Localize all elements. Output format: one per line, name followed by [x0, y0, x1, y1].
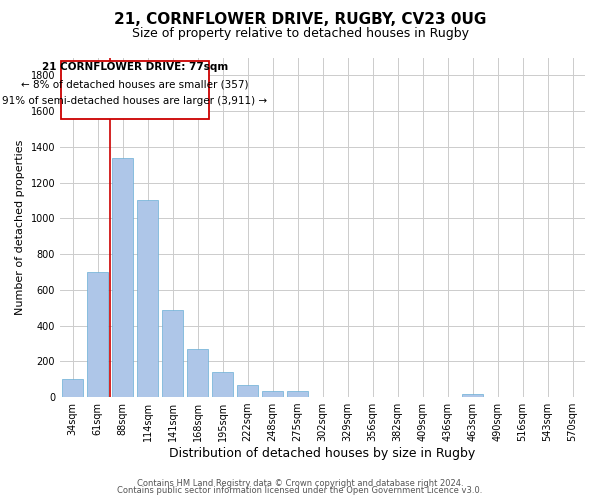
- Text: 91% of semi-detached houses are larger (3,911) →: 91% of semi-detached houses are larger (…: [2, 96, 267, 106]
- Bar: [62, 379, 83, 397]
- Bar: [462, 394, 483, 397]
- Text: Size of property relative to detached houses in Rugby: Size of property relative to detached ho…: [131, 28, 469, 40]
- Bar: [87, 272, 108, 397]
- Bar: [237, 384, 258, 397]
- Text: ← 8% of detached houses are smaller (357): ← 8% of detached houses are smaller (357…: [21, 79, 248, 89]
- Bar: [187, 349, 208, 397]
- Bar: [162, 310, 183, 397]
- Text: 21 CORNFLOWER DRIVE: 77sqm: 21 CORNFLOWER DRIVE: 77sqm: [41, 62, 228, 72]
- Text: Contains HM Land Registry data © Crown copyright and database right 2024.: Contains HM Land Registry data © Crown c…: [137, 478, 463, 488]
- X-axis label: Distribution of detached houses by size in Rugby: Distribution of detached houses by size …: [169, 447, 476, 460]
- Text: Contains public sector information licensed under the Open Government Licence v3: Contains public sector information licen…: [118, 486, 482, 495]
- Bar: [112, 158, 133, 397]
- Bar: [287, 391, 308, 397]
- Text: 21, CORNFLOWER DRIVE, RUGBY, CV23 0UG: 21, CORNFLOWER DRIVE, RUGBY, CV23 0UG: [114, 12, 486, 28]
- Bar: [262, 391, 283, 397]
- Bar: [212, 372, 233, 397]
- Y-axis label: Number of detached properties: Number of detached properties: [15, 140, 25, 315]
- FancyBboxPatch shape: [61, 60, 209, 118]
- Bar: [137, 200, 158, 397]
